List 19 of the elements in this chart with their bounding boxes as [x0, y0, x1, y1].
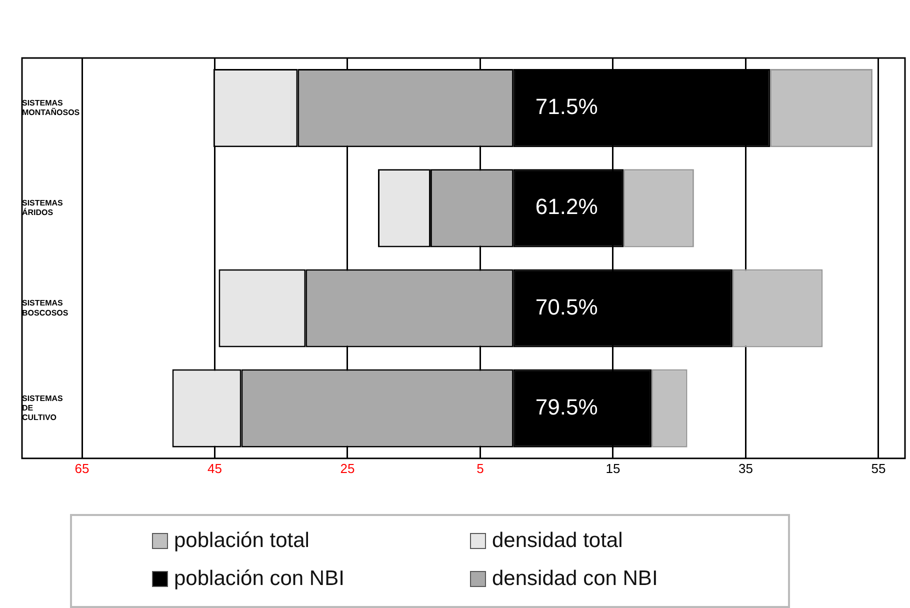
- x-tick-label: 65: [74, 460, 90, 476]
- x-tick-label: 55: [871, 460, 886, 476]
- legend-label: densidad con NBI: [492, 567, 658, 591]
- x-tick-label: 45: [208, 460, 222, 476]
- y-tick-label: SISTEMAS MONTAÑOSOS: [22, 98, 80, 118]
- x-tick-label: 15: [606, 460, 620, 476]
- legend-label: población con NBI: [174, 567, 344, 591]
- y-tick-label: SISTEMAS BOSCOSOS: [22, 298, 69, 318]
- y-tick-label: SISTEMAS ÁRIDOS: [22, 198, 64, 218]
- annotation: 61.2%: [535, 194, 598, 220]
- annotation: 70.5%: [535, 294, 598, 320]
- annotation: 79.5%: [535, 394, 598, 420]
- legend-label: densidad total: [492, 529, 623, 553]
- x-tick-label: 25: [340, 460, 355, 476]
- x-tick-label: 5: [476, 460, 484, 476]
- y-tick-label: SISTEMAS DE CULTIVO: [22, 394, 64, 422]
- x-tick-label: 35: [738, 460, 753, 476]
- legend-label: población total: [174, 529, 310, 553]
- annotation: 71.5%: [535, 94, 598, 120]
